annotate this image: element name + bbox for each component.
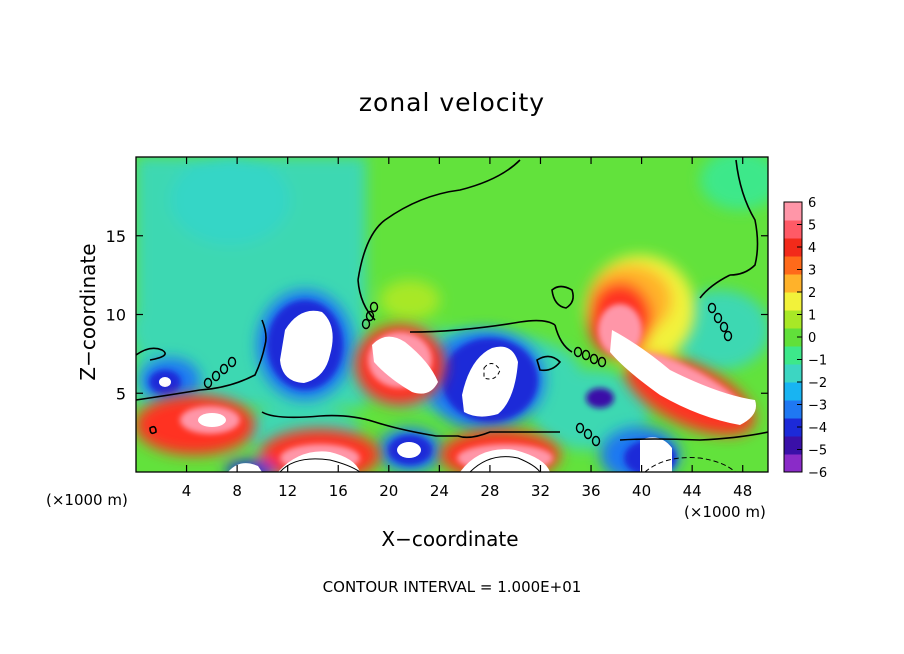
colorbar-swatch: [784, 364, 802, 383]
x-tick-label: 8: [232, 482, 242, 500]
y-tick-label: 5: [116, 384, 126, 403]
colorbar-label: 1: [808, 309, 816, 324]
x-tick-label: 32: [531, 482, 550, 500]
colorbar-label: −5: [808, 444, 827, 459]
colorbar-swatch: [784, 238, 802, 257]
colorbar: 6 5 4 3 2 1 0 −1 −2 −3 −4 −5 −6: [783, 196, 827, 481]
x-tick-label: 40: [632, 482, 651, 500]
colorbar-label: −3: [808, 399, 827, 414]
x-tick-label: 48: [733, 482, 752, 500]
y-axis: 5 10 15: [106, 227, 768, 403]
colorbar-swatch: [784, 346, 802, 365]
colorbar-swatch: [784, 418, 802, 437]
x-unit-label-right: (×1000 m): [684, 503, 766, 521]
x-unit-label-left: (×1000 m): [46, 491, 128, 509]
colorbar-label: 4: [808, 241, 816, 256]
colorbar-swatch: [784, 400, 802, 419]
x-tick-label: 36: [581, 482, 600, 500]
x-tick-label: 20: [379, 482, 398, 500]
y-tick-label: 10: [106, 306, 126, 325]
colorbar-label: −6: [808, 466, 827, 481]
colorbar-swatch: [784, 202, 802, 221]
colorbar-label: 6: [808, 196, 816, 211]
chart-title: zonal velocity: [358, 88, 546, 117]
x-tick-label: 44: [683, 482, 702, 500]
colorbar-swatch: [784, 292, 802, 311]
x-tick-label: 4: [182, 482, 192, 500]
colorbar-swatch: [784, 220, 802, 239]
y-axis-label: Z−coordinate: [76, 243, 100, 381]
colorbar-swatch: [784, 454, 802, 473]
x-tick-label: 28: [480, 482, 499, 500]
y-tick-label: 15: [106, 227, 126, 246]
colorbar-swatch: [784, 436, 802, 455]
colorbar-swatch: [784, 328, 802, 347]
x-axis-label: X−coordinate: [381, 527, 519, 551]
contour-interval-note: CONTOUR INTERVAL = 1.000E+01: [322, 578, 582, 596]
colorbar-label: −4: [808, 421, 827, 436]
x-tick-label: 16: [329, 482, 348, 500]
colorbar-swatch: [784, 310, 802, 329]
colorbar-label: −2: [808, 376, 827, 391]
x-tick-label: 12: [278, 482, 297, 500]
x-axis: 4 8 12 16 20 24 28 32 36 40 44 48: [182, 157, 752, 500]
colorbar-swatch: [784, 382, 802, 401]
velocity-field: [136, 157, 768, 472]
colorbar-swatch: [784, 274, 802, 293]
colorbar-label: 3: [808, 264, 816, 279]
colorbar-label: 2: [808, 286, 816, 301]
x-tick-label: 24: [430, 482, 449, 500]
colorbar-label: 0: [808, 331, 816, 346]
colorbar-label: −1: [808, 354, 827, 369]
colorbar-label: 5: [808, 219, 816, 234]
colorbar-swatch: [784, 256, 802, 275]
